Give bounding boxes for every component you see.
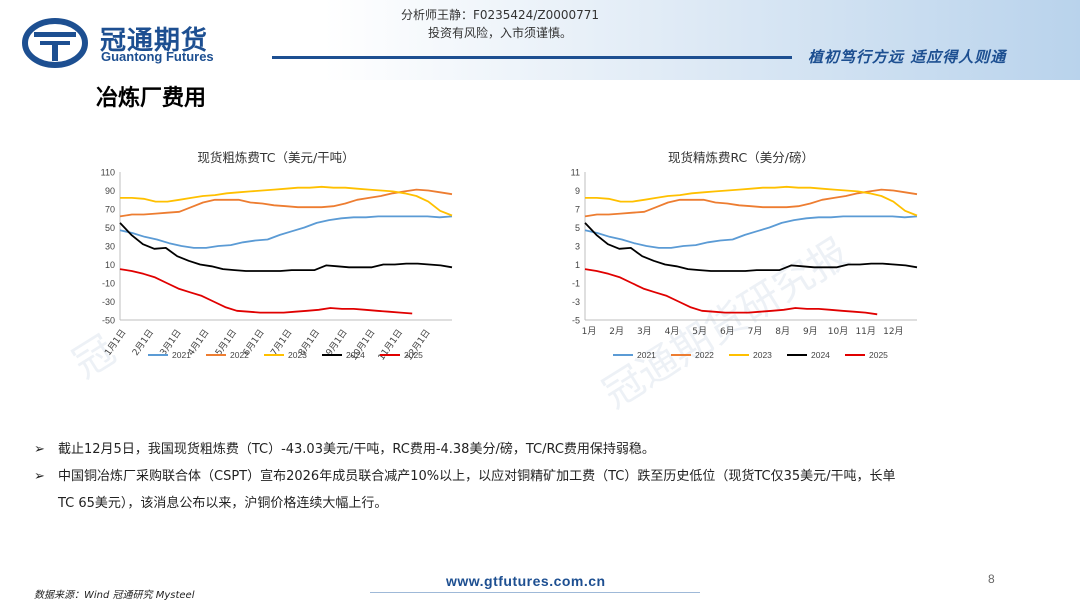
legend-label: 2023 — [288, 350, 307, 360]
rc-chart: 现货精炼费RC（美分/磅） 11 9 7 5 3 1 -1 -3 -51月 2月 3月 4月 5月 6月 7月… — [571, 150, 918, 360]
x-tick-label: 3月 — [637, 326, 652, 337]
y-tick-label: 110 — [101, 168, 115, 178]
y-tick-label: 70 — [105, 205, 115, 215]
legend-label: 2024 — [346, 350, 365, 360]
series-line-2024 — [119, 222, 453, 272]
bullet-text-continued: TC 65美元），该消息公布以来，沪铜价格连续大幅上行。 — [58, 496, 388, 511]
logo-english-name: Guantong Futures — [101, 49, 214, 64]
legend-label: 2022 — [230, 350, 249, 360]
x-tick-label: 6月 — [720, 326, 735, 337]
header-band — [0, 0, 1080, 80]
series-line-2025 — [119, 268, 413, 315]
series-line-2024 — [584, 222, 918, 272]
bullet-item: ➢ 截止12月5日，我国现货粗炼费（TC）-43.03美元/干吨，RC费用-4.… — [30, 436, 1060, 463]
y-tick-label: -5 — [572, 316, 580, 326]
legend-label: 2025 — [404, 350, 423, 360]
bullet-item: ➢ 中国铜冶炼厂采购联合体（CSPT）宣布2026年成员联合减产10%以上，以应… — [30, 463, 1060, 517]
x-tick-label: 9月 — [803, 326, 818, 337]
page-number: 8 — [988, 572, 995, 586]
x-tick-label: 2月1日 — [130, 327, 156, 357]
x-tick-label: 12月 — [883, 326, 903, 337]
x-tick-label: 10月 — [828, 326, 848, 337]
website-link[interactable]: www.gtfutures.com.cn — [446, 573, 606, 589]
x-tick-label: 5月 — [692, 326, 707, 337]
bullet-arrow-icon: ➢ — [34, 469, 45, 484]
legend-label: 2025 — [869, 350, 888, 360]
y-tick-label: 1 — [575, 260, 580, 270]
y-tick-label: 10 — [105, 260, 115, 270]
guantong-logo-icon — [22, 18, 88, 68]
series-line-2023 — [585, 185, 918, 217]
logo-chinese-name: 冠通期货 — [100, 26, 209, 56]
header-rule — [272, 56, 792, 59]
legend-label: 2022 — [695, 350, 714, 360]
x-tick-label: 4月 — [665, 326, 680, 337]
page-title: 冶炼厂费用 — [96, 86, 207, 111]
series-line-2025 — [584, 268, 878, 316]
bullet-arrow-icon: ➢ — [34, 442, 45, 457]
series-line-2021 — [584, 215, 918, 249]
series-line-2023 — [120, 185, 453, 217]
y-tick-label: -10 — [102, 279, 115, 289]
tc-chart: 现货粗炼费TC（美元/干吨） 110 90 70 50 30 10 -10 -30 -501月1日… — [101, 150, 453, 363]
legend-label: 2021 — [637, 350, 656, 360]
y-tick-label: 50 — [105, 223, 115, 233]
y-tick-label: 7 — [575, 205, 580, 215]
y-tick-label: -3 — [572, 297, 580, 307]
risk-warning: 投资有风险，入市须谨慎。 — [427, 26, 572, 40]
analyst-license: 分析师王静：F0235424/Z0000771 — [400, 8, 600, 22]
legend-label: 2024 — [811, 350, 830, 360]
y-tick-label: 9 — [575, 186, 580, 196]
company-slogan: 植初笃行方远 适应得人则通 — [808, 48, 1007, 66]
y-tick-label: -1 — [572, 279, 580, 289]
chart-title: 现货精炼费RC（美分/磅） — [668, 150, 814, 165]
series-line-2021 — [119, 215, 453, 249]
y-tick-label: 90 — [105, 186, 115, 196]
x-tick-label: 2月 — [609, 326, 624, 337]
bullet-text: 截止12月5日，我国现货粗炼费（TC）-43.03美元/干吨，RC费用-4.38… — [58, 442, 655, 457]
x-tick-label: 8月 — [775, 326, 790, 337]
x-tick-label: 7月 — [748, 326, 763, 337]
y-tick-label: -30 — [102, 297, 115, 307]
footer-rule — [370, 592, 700, 593]
y-tick-label: 3 — [575, 242, 580, 252]
chart-title: 现货粗炼费TC（美元/干吨） — [197, 150, 354, 165]
data-source: 数据来源：Wind 冠通研究 Mysteel — [34, 590, 195, 601]
bullet-text: 中国铜冶炼厂采购联合体（CSPT）宣布2026年成员联合减产10%以上，以应对铜… — [58, 469, 896, 484]
y-tick-label: -50 — [102, 316, 115, 326]
y-tick-label: 5 — [575, 223, 580, 233]
y-tick-label: 11 — [571, 168, 580, 178]
analyst-info: 分析师王静：F0235424/Z0000771 投资有风险，入市须谨慎。 — [380, 6, 620, 42]
x-tick-label: 1月 — [582, 326, 597, 337]
x-tick-label: 1月1日 — [103, 327, 129, 357]
commentary: ➢ 截止12月5日，我国现货粗炼费（TC）-43.03美元/干吨，RC费用-4.… — [30, 436, 1060, 517]
legend-label: 2021 — [172, 350, 191, 360]
y-tick-label: 30 — [105, 242, 115, 252]
x-tick-label: 11月1日 — [376, 327, 405, 362]
legend-label: 2023 — [753, 350, 772, 360]
x-tick-label: 11月 — [855, 326, 875, 337]
